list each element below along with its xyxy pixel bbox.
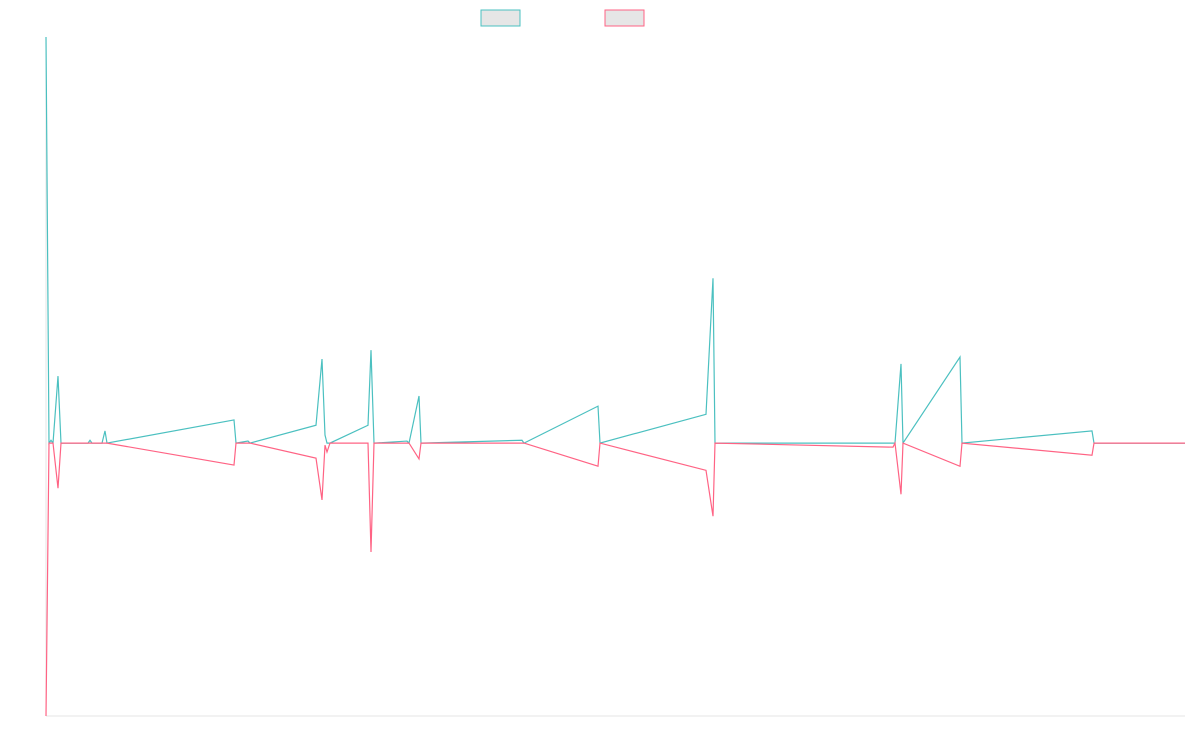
series-line [45, 36, 1185, 446]
legend-swatch [604, 9, 645, 27]
legend-swatch [480, 9, 521, 27]
series-line [45, 441, 1185, 717]
